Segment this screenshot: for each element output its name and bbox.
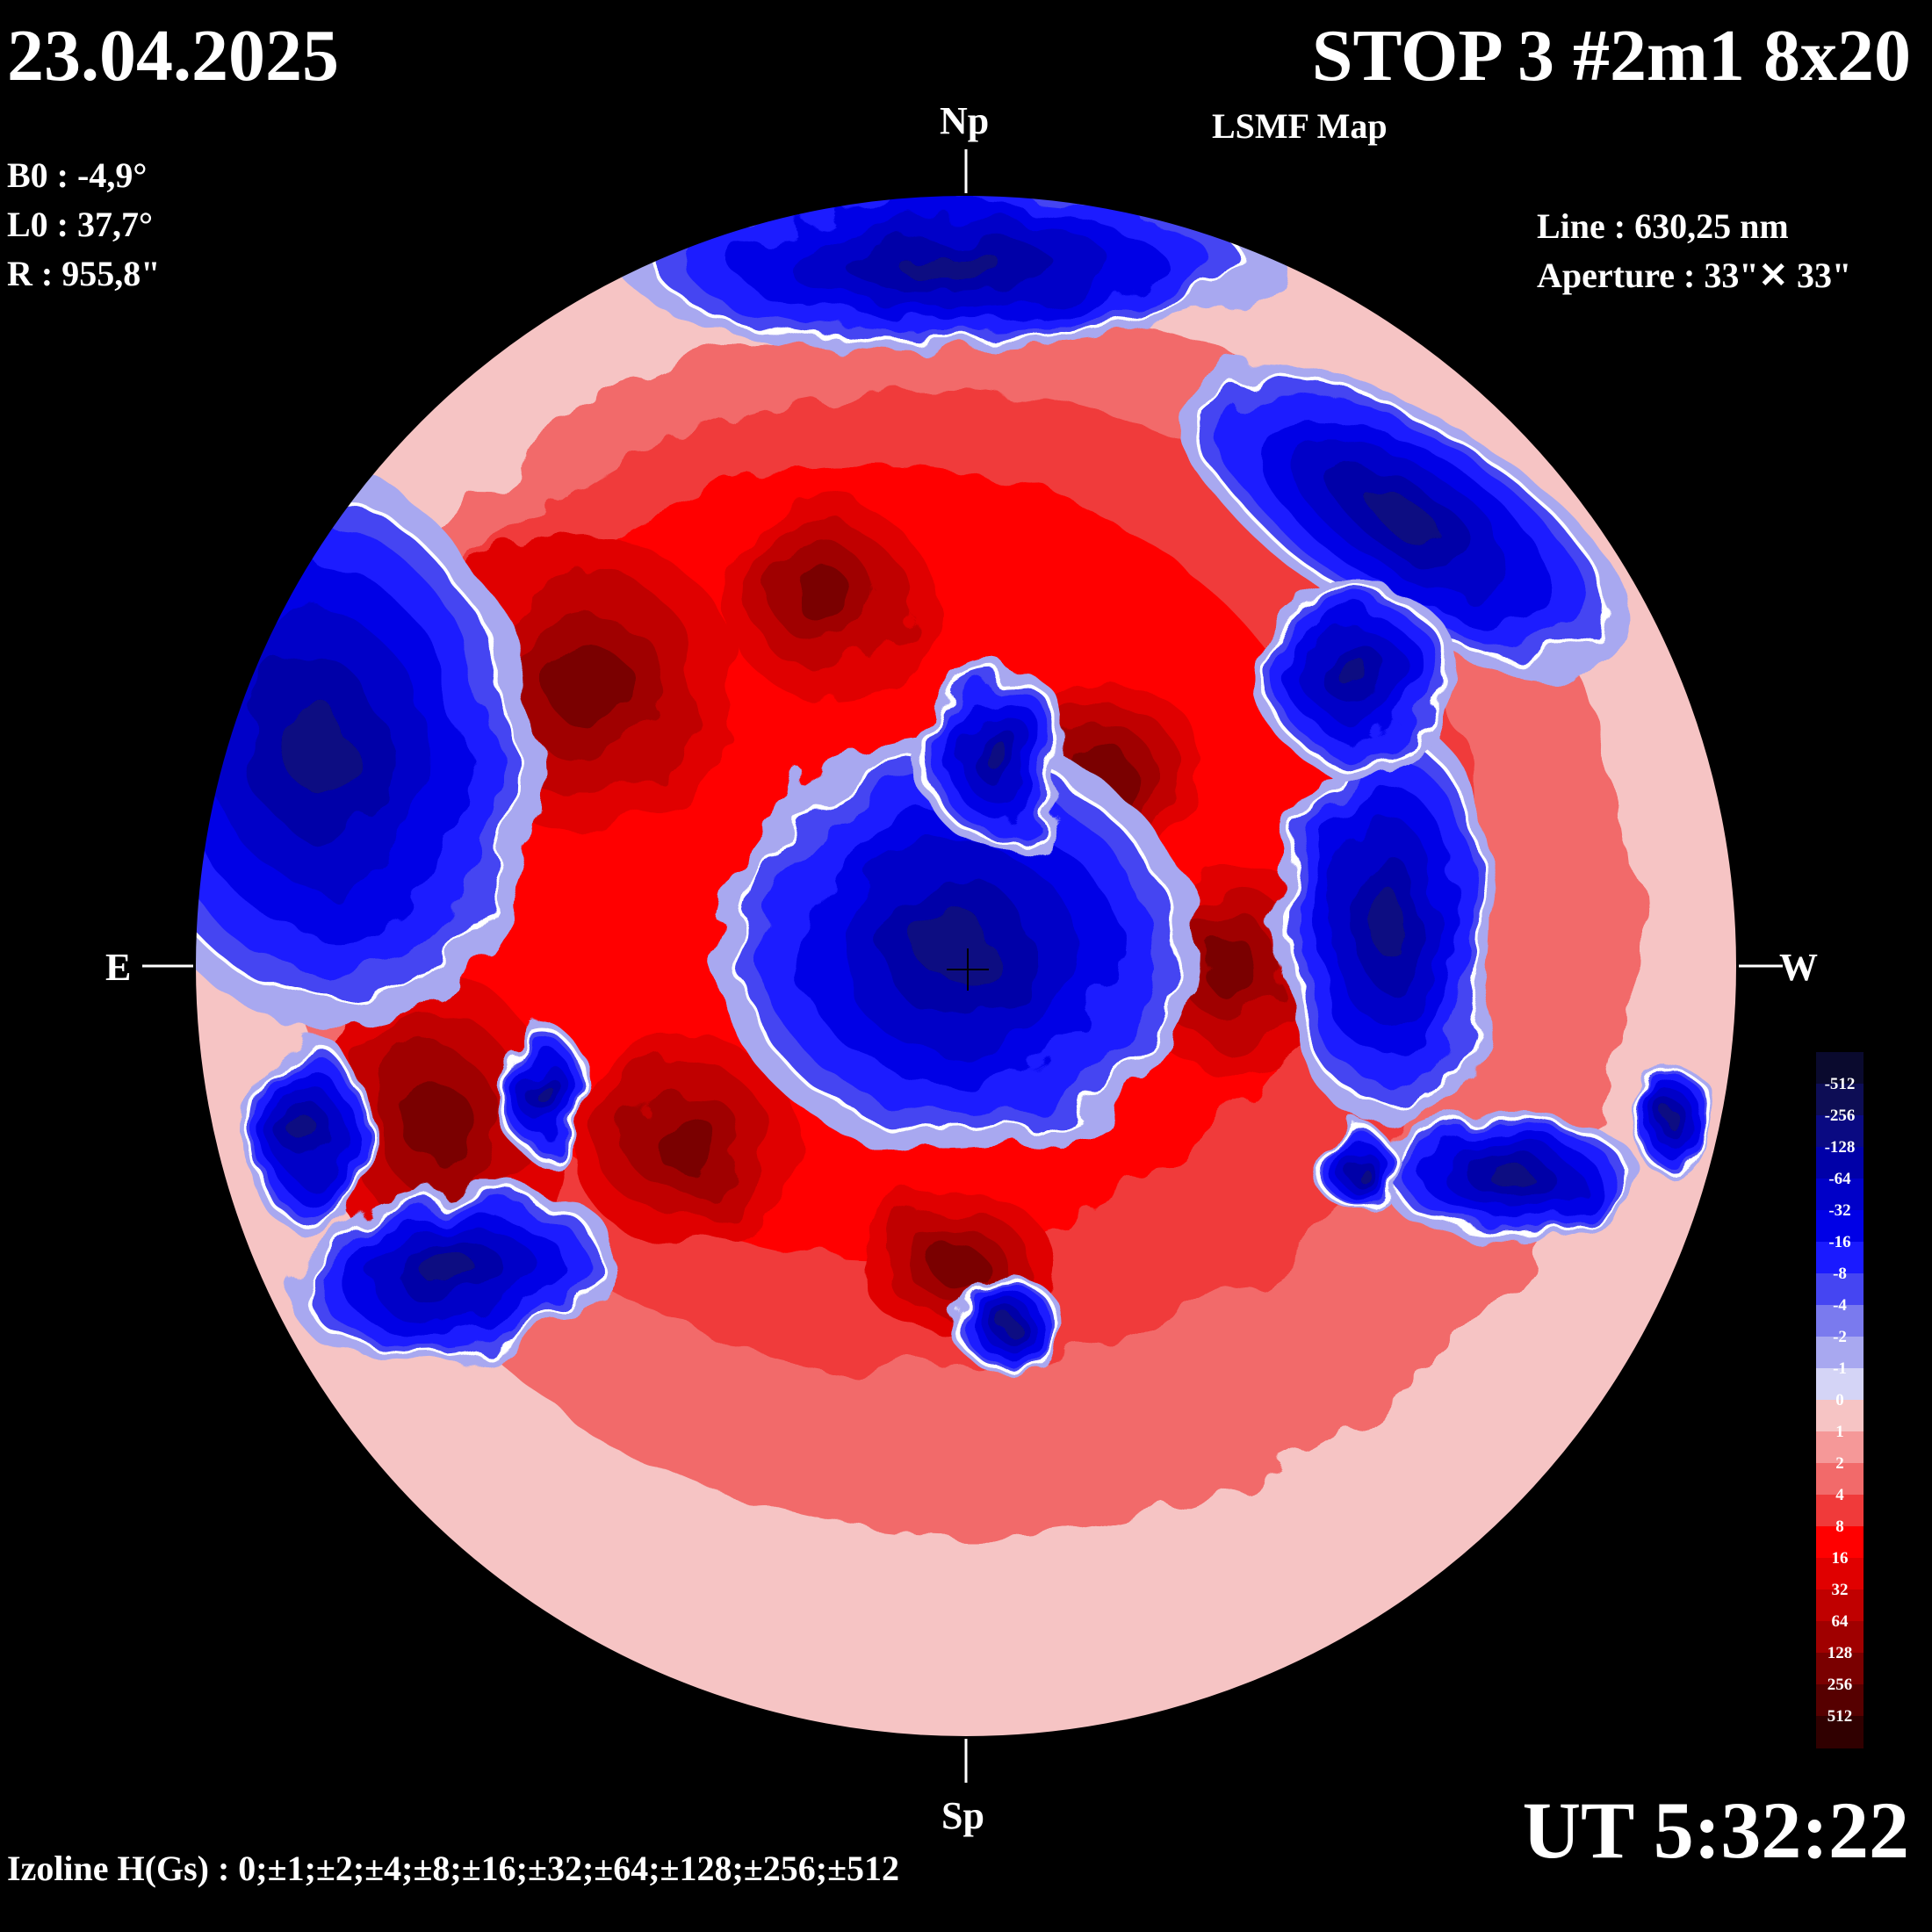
north-east-cap (1180, 363, 1630, 674)
legend-swatch (1816, 1495, 1864, 1527)
central-disk-level (919, 915, 996, 982)
west-label: W (1779, 946, 1818, 989)
legend-level: 1 (1835, 1423, 1844, 1441)
legend-swatch (1816, 1084, 1864, 1116)
legend-swatch (1816, 1716, 1864, 1748)
legend-level: -512 (1824, 1075, 1856, 1093)
legend-swatch (1816, 1210, 1864, 1243)
legend-level: 64 (1831, 1612, 1849, 1631)
observation-time: UT 5:32:22 (1522, 1785, 1909, 1875)
legend-swatch (1816, 1684, 1864, 1717)
disk-limb (194, 194, 1738, 1738)
map-title: STOP 3 #2m1 8x20 (1311, 15, 1911, 97)
east-lower (289, 1182, 616, 1365)
west-edge-level (1667, 1110, 1679, 1129)
aperture-value: Aperture : 33"✕ 33" (1537, 256, 1852, 295)
north-cap-upper-level (896, 249, 1001, 278)
legend-swatch (1816, 1179, 1864, 1211)
legend-swatch (1816, 1400, 1864, 1432)
north-core-level (796, 570, 855, 624)
south-east-core-level (652, 1112, 717, 1171)
north-east-cap-level (1369, 493, 1441, 544)
legend-level: 128 (1827, 1644, 1853, 1662)
legend-level: -4 (1833, 1296, 1847, 1315)
legend-swatch (1816, 1526, 1864, 1559)
south-east-edge (242, 1034, 373, 1232)
west-central-level (1370, 889, 1405, 955)
izoline-levels: Izoline H(Gs) : 0;±1;±2;±4;±8;±16;±32;±6… (7, 1849, 900, 1888)
legend-swatch (1816, 1052, 1864, 1085)
south-pole-label: Sp (941, 1794, 984, 1837)
legend-level: -8 (1833, 1265, 1847, 1283)
legend-level: -256 (1824, 1107, 1856, 1125)
east-central-small (494, 1020, 587, 1157)
legend-swatch (1816, 1558, 1864, 1590)
legend-level: 4 (1835, 1486, 1844, 1504)
legend-swatch (1816, 1147, 1864, 1179)
south-east-core (571, 1036, 799, 1247)
east-label: E (105, 946, 132, 989)
legend-level: -64 (1828, 1170, 1851, 1188)
east-central-small-level (532, 1078, 548, 1100)
legend-level: 512 (1827, 1707, 1853, 1726)
color-legend (1816, 1052, 1864, 1748)
west-lower-level (1489, 1166, 1532, 1187)
west-edge (1634, 1059, 1712, 1180)
legend-level: 8 (1835, 1517, 1844, 1536)
b0-value: B0 : -4,9° (7, 155, 148, 195)
map-subtitle: LSMF Map (1212, 106, 1388, 146)
solar-disk (195, 195, 1737, 1737)
legend-swatch (1816, 1115, 1864, 1148)
spectral-line: Line : 630,25 nm (1537, 206, 1789, 246)
central-south-small (1313, 1126, 1401, 1210)
center-crosshair (947, 948, 989, 991)
legend-level: -16 (1828, 1233, 1851, 1251)
legend-level: -1 (1833, 1359, 1847, 1378)
legend-level: 0 (1835, 1391, 1844, 1409)
west-core-level (1200, 936, 1258, 996)
north-pole-label: Np (940, 99, 990, 142)
central-disk (716, 739, 1199, 1157)
legend-swatch (1816, 1305, 1864, 1337)
south-central (950, 1272, 1061, 1372)
south-central-level (997, 1314, 1014, 1330)
north-east-core-level (546, 643, 631, 727)
east-limb-level (280, 701, 352, 792)
central-south-small-level (1350, 1161, 1364, 1175)
legend-swatch (1816, 1463, 1864, 1496)
legend-level: 16 (1831, 1549, 1849, 1568)
legend-swatch (1816, 1653, 1864, 1685)
legend-swatch (1816, 1621, 1864, 1654)
l0-value: L0 : 37,7° (7, 205, 153, 244)
central-north-level (984, 740, 1009, 770)
radius-value: R : 955,8" (7, 254, 161, 293)
north-west-level (1340, 661, 1373, 691)
west-central (1278, 713, 1497, 1131)
west-lower (1379, 1111, 1642, 1243)
north-west (1252, 582, 1461, 770)
legend-swatch (1816, 1590, 1864, 1622)
north-core (720, 501, 931, 694)
legend-level: -32 (1828, 1201, 1851, 1220)
legend-swatch (1816, 1242, 1864, 1274)
east-lower-level (426, 1258, 479, 1288)
legend-swatch (1816, 1431, 1864, 1464)
legend-level: 2 (1835, 1454, 1844, 1473)
legend-level: 256 (1827, 1676, 1853, 1694)
legend-level: -128 (1824, 1138, 1856, 1157)
south-core-level (930, 1244, 984, 1286)
legend-level: 32 (1831, 1581, 1849, 1599)
legend-swatch (1816, 1273, 1864, 1306)
legend-level: -2 (1833, 1328, 1847, 1346)
observation-date: 23.04.2025 (7, 15, 339, 97)
central-north (919, 661, 1074, 849)
legend-swatch (1816, 1337, 1864, 1369)
south-east-edge-level (297, 1117, 318, 1149)
legend-swatch (1816, 1368, 1864, 1401)
disk-ticks (142, 149, 1783, 1783)
north-cap-upper (619, 195, 1278, 351)
east-core-level (407, 1082, 472, 1166)
